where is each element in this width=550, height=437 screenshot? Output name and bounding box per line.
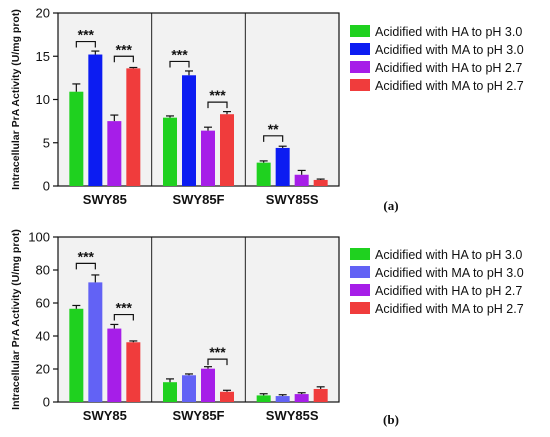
x-tick-label: SWY85S (266, 408, 319, 423)
y-tick-label: 80 (36, 263, 50, 278)
bar (69, 91, 84, 186)
significance-label: *** (78, 27, 95, 43)
bar (107, 121, 122, 186)
significance-bracket (207, 101, 228, 109)
significance-bracket (113, 55, 134, 63)
panel-label: (a) (383, 198, 398, 213)
y-tick-label: 5 (43, 135, 50, 150)
bar (201, 368, 215, 402)
legend-swatch (350, 302, 370, 314)
y-tick-label: 20 (36, 362, 50, 377)
x-tick-label: SWY85S (266, 192, 319, 207)
y-tick-label: 10 (36, 92, 50, 107)
chart-panel-1: 0 20 40 60 80 100 Intracellular PrA Activity (… (10, 229, 524, 427)
legend-label: Acidified with MA to pH 2.7 (375, 79, 524, 93)
bar (182, 75, 196, 186)
significance-bracket (169, 60, 190, 68)
plot-background (58, 237, 339, 402)
bar (294, 394, 309, 402)
bar (220, 114, 234, 186)
bar (313, 388, 328, 402)
legend-swatch (350, 61, 370, 73)
significance-bracket (75, 262, 96, 270)
significance-bracket (207, 358, 228, 366)
bar (163, 382, 177, 402)
legend-label: Acidified with HA to pH 2.7 (375, 61, 522, 75)
significance-label: *** (171, 46, 188, 62)
bar (88, 282, 103, 402)
legend-label: Acidified with MA to pH 3.0 (375, 266, 524, 280)
significance-label: *** (78, 248, 95, 264)
significance-bracket (263, 135, 284, 142)
plot-frame (57, 236, 340, 403)
chart-panel-0: 0 5 10 15 20 Intracellular PrA Activity (U/mg… (10, 6, 524, 214)
significance-label: *** (116, 300, 133, 316)
bar (220, 391, 234, 402)
significance-label: *** (209, 344, 226, 360)
significance-label: *** (209, 87, 226, 103)
bar (294, 174, 309, 186)
legend-swatch (350, 79, 370, 91)
y-axis-label: Intracellular PrA Activity (U/mg prot) (10, 9, 22, 190)
bar (182, 375, 196, 402)
bar (275, 147, 290, 186)
legend-label: Acidified with HA to pH 2.7 (375, 284, 522, 298)
y-tick-label: 60 (36, 296, 50, 311)
bar (201, 130, 215, 186)
legend-swatch (350, 248, 370, 260)
legend-label: Acidified with MA to pH 3.0 (375, 43, 524, 57)
y-tick-label: 20 (36, 6, 50, 21)
bar (256, 162, 271, 186)
bar (256, 395, 271, 402)
x-tick-label: SWY85F (172, 408, 224, 423)
legend-swatch (350, 266, 370, 278)
legend-swatch (350, 25, 370, 37)
significance-label: *** (116, 41, 133, 57)
y-tick-label: 100 (28, 230, 50, 245)
bar (275, 396, 290, 402)
y-tick-label: 0 (43, 179, 50, 194)
legend-swatch (350, 43, 370, 55)
x-tick-label: SWY85F (172, 192, 224, 207)
bar (88, 54, 103, 186)
significance-bracket (75, 40, 96, 48)
significance-bracket (113, 313, 134, 321)
plot-background (58, 13, 339, 186)
bar (69, 308, 84, 402)
y-tick-label: 40 (36, 329, 50, 344)
legend-label: Acidified with MA to pH 2.7 (375, 302, 524, 316)
legend-swatch (350, 284, 370, 296)
significance-label: ** (268, 121, 279, 137)
x-tick-label: SWY85 (83, 192, 127, 207)
y-tick-label: 15 (36, 49, 50, 64)
y-tick-label: 0 (43, 395, 50, 410)
x-tick-label: SWY85 (83, 408, 127, 423)
bar (126, 68, 141, 186)
bar (107, 328, 122, 402)
y-axis-label: Intracellular PrA Activity (U/mg prot) (10, 229, 22, 410)
panel-label: (b) (383, 412, 399, 427)
bar (313, 179, 328, 186)
bar (126, 342, 141, 402)
legend-label: Acidified with HA to pH 3.0 (375, 25, 522, 39)
bar (163, 117, 177, 186)
legend-label: Acidified with HA to pH 3.0 (375, 248, 522, 262)
